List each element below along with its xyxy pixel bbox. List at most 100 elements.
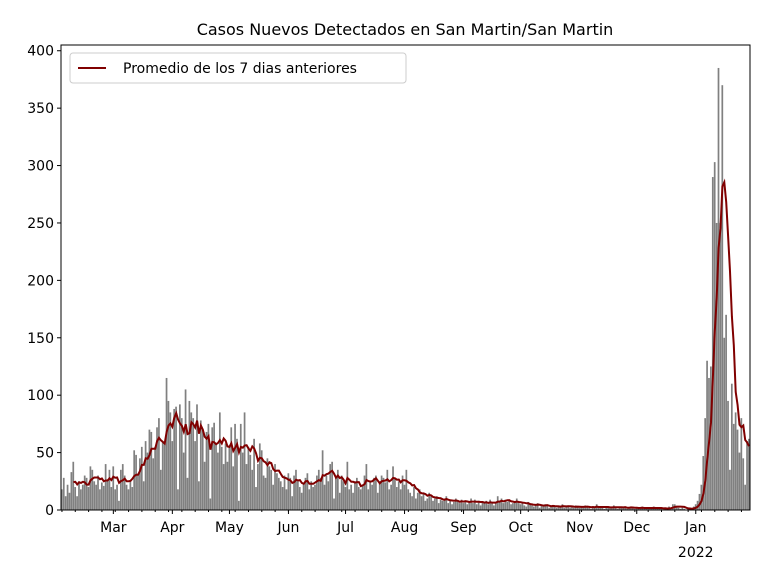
bar	[91, 469, 94, 510]
bar	[64, 496, 67, 510]
bar	[241, 452, 244, 510]
bar	[563, 507, 566, 510]
bar	[239, 423, 242, 510]
bar	[717, 67, 720, 511]
bar	[635, 507, 638, 510]
y-tick-label: 50	[36, 446, 54, 462]
bar	[367, 489, 370, 510]
bar	[557, 505, 560, 510]
bar	[586, 506, 589, 510]
bar	[515, 498, 518, 510]
bar	[548, 507, 550, 510]
bar	[544, 504, 547, 510]
bar	[61, 489, 63, 510]
bar	[129, 481, 132, 510]
bar	[597, 507, 600, 510]
bar	[420, 496, 423, 510]
bar	[169, 412, 172, 510]
bar	[700, 484, 703, 510]
bar	[502, 503, 505, 510]
bar	[513, 501, 516, 510]
bar	[352, 492, 354, 510]
bar	[295, 469, 297, 510]
bar	[470, 498, 472, 510]
bar	[631, 507, 634, 510]
bar	[614, 507, 617, 510]
bar	[453, 501, 455, 510]
bar	[474, 499, 476, 510]
bar	[232, 466, 235, 510]
legend: Promedio de los 7 dias anteriores	[69, 52, 407, 84]
bar	[395, 487, 398, 510]
bar	[161, 441, 164, 510]
bar	[487, 504, 490, 510]
bar	[274, 464, 276, 510]
bar	[336, 469, 339, 510]
bar	[182, 452, 185, 510]
bar	[262, 475, 265, 510]
bar	[706, 360, 708, 510]
bar	[677, 507, 680, 510]
bar	[481, 501, 484, 510]
bar	[472, 503, 474, 510]
bar	[388, 489, 391, 510]
x-tick-label: Nov	[566, 520, 593, 536]
bar	[399, 489, 402, 510]
bar	[553, 506, 556, 510]
bar	[354, 481, 356, 510]
bar	[373, 477, 375, 510]
bar	[559, 506, 562, 510]
y-tick-label: 200	[27, 273, 54, 289]
bar	[552, 505, 554, 510]
bar	[72, 461, 75, 510]
bar	[329, 464, 332, 510]
bar	[314, 484, 316, 510]
bar	[565, 506, 568, 510]
bar	[213, 422, 215, 510]
y-tick-label: 400	[27, 44, 54, 60]
bar	[418, 489, 421, 510]
bar	[340, 475, 343, 510]
bar	[135, 454, 137, 510]
bar	[344, 487, 347, 510]
bar	[156, 427, 158, 510]
x-tick-label: Jan	[684, 520, 707, 536]
bar	[550, 506, 552, 510]
bar	[468, 501, 471, 510]
bar	[376, 492, 379, 510]
bar	[177, 489, 179, 510]
bar	[378, 481, 381, 510]
bar	[209, 498, 212, 510]
bar	[451, 504, 453, 510]
bar	[477, 500, 480, 510]
bar	[504, 499, 507, 510]
bar	[590, 508, 592, 510]
bar	[593, 507, 596, 510]
x-tick-label: Jul	[336, 520, 354, 536]
bar	[335, 477, 337, 510]
bar	[224, 443, 227, 510]
bar	[152, 458, 155, 510]
bar	[424, 500, 427, 510]
bar	[279, 481, 282, 510]
bar	[445, 496, 448, 510]
bar	[479, 505, 482, 510]
bar	[375, 475, 377, 510]
bar	[732, 423, 735, 510]
bar	[260, 450, 263, 510]
bar	[571, 506, 573, 510]
bar	[297, 481, 299, 510]
bar	[218, 412, 221, 510]
bar	[74, 487, 77, 510]
bar	[365, 464, 368, 510]
bar	[97, 475, 99, 510]
bar	[628, 507, 630, 510]
bar	[346, 461, 349, 510]
bar	[285, 489, 288, 510]
bar	[605, 506, 608, 510]
bar	[529, 504, 531, 510]
bar	[300, 492, 303, 510]
bar	[485, 500, 488, 510]
bar	[730, 383, 733, 510]
bar	[397, 481, 400, 510]
